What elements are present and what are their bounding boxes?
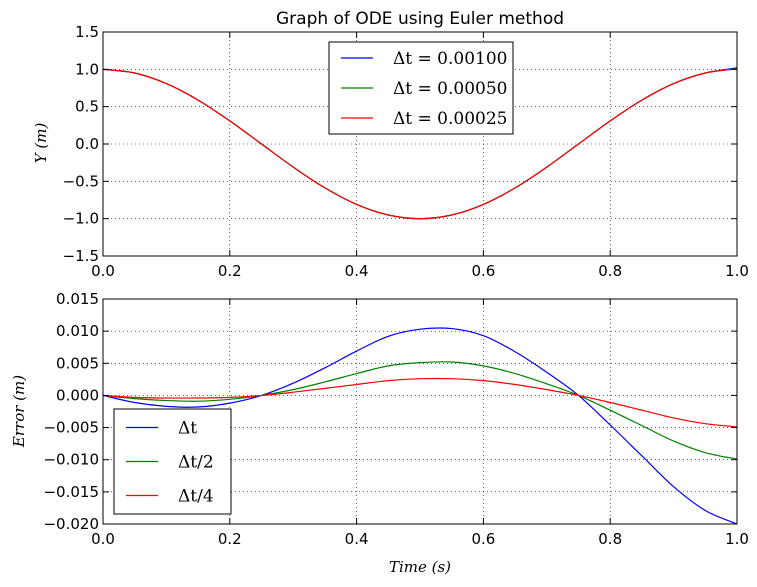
y-tick-label: −0.010 bbox=[43, 451, 99, 469]
x-tick-label: 0.2 bbox=[218, 262, 242, 280]
x-tick-label: 1.0 bbox=[725, 530, 749, 548]
y-tick-label: −0.5 bbox=[63, 172, 99, 190]
x-axis-label-bottom: Time (s) bbox=[389, 558, 451, 576]
ticks-top: 0.0 0.2 0.4 0.6 0.8 1.0 −1.5 −1.0 −0.5 0.0 0.5 1.0 1… bbox=[63, 23, 749, 280]
legend-label: Δt/2 bbox=[178, 453, 214, 473]
plot-frame-bottom bbox=[102, 298, 738, 525]
y-tick-label: 0.5 bbox=[75, 98, 99, 116]
series-line-3 bbox=[102, 377, 738, 428]
y-axis-label-top: Y (m) bbox=[32, 123, 50, 164]
legend-label: Δt/4 bbox=[178, 487, 214, 507]
legend-top: Δt = 0.00100 Δt = 0.00050 Δt = 0.00025 bbox=[328, 41, 514, 135]
y-tick-label: −1.5 bbox=[63, 247, 99, 265]
series-line-2 bbox=[102, 361, 738, 460]
x-tick-label: 0.2 bbox=[218, 530, 242, 548]
chart-title: Graph of ODE using Euler method bbox=[276, 9, 564, 29]
legend-label: Δt bbox=[178, 419, 197, 439]
y-axis-label-bottom: Error (m) bbox=[10, 375, 28, 448]
y-tick-label: −1.0 bbox=[63, 210, 99, 228]
legend-bottom: Δt Δt/2 Δt/4 bbox=[113, 408, 232, 515]
legend-label: Δt = 0.00050 bbox=[393, 79, 507, 99]
x-tick-label: 0.4 bbox=[345, 262, 369, 280]
y-tick-label: 0.015 bbox=[56, 290, 99, 308]
y-tick-label: −0.020 bbox=[43, 515, 99, 533]
series-line-1 bbox=[102, 327, 738, 525]
y-tick-label: −0.015 bbox=[43, 483, 99, 501]
y-tick-label: 0.0 bbox=[75, 135, 99, 153]
x-tick-label: 0.8 bbox=[598, 262, 622, 280]
legend-label: Δt = 0.00100 bbox=[393, 49, 507, 69]
x-tick-label: 0.8 bbox=[598, 530, 622, 548]
x-tick-label: 0.6 bbox=[471, 262, 495, 280]
x-tick-label: 0.0 bbox=[91, 262, 115, 280]
y-tick-label: 1.0 bbox=[75, 60, 99, 78]
y-tick-label: −0.005 bbox=[43, 419, 99, 437]
series-lines-bottom bbox=[102, 327, 738, 525]
x-tick-label: 0.0 bbox=[91, 530, 115, 548]
x-tick-label: 1.0 bbox=[725, 262, 749, 280]
series-lines-top bbox=[102, 67, 738, 220]
y-tick-label: 1.5 bbox=[75, 23, 99, 41]
legend-label: Δt = 0.00025 bbox=[393, 109, 507, 129]
top-subplot: Graph of ODE using Euler method Y (m) 0.… bbox=[32, 9, 749, 280]
y-tick-label: 0.010 bbox=[56, 322, 99, 340]
x-tick-label: 0.6 bbox=[471, 530, 495, 548]
y-tick-label: 0.005 bbox=[56, 354, 99, 372]
series-line-3 bbox=[102, 68, 738, 220]
y-tick-label: 0.000 bbox=[56, 386, 99, 404]
x-tick-label: 0.4 bbox=[345, 530, 369, 548]
bottom-subplot: Error (m) Time (s) 0.0 0.2 0.4 0.6 0.8 1.0 −0.… bbox=[10, 290, 749, 576]
ticks-bottom: 0.0 0.2 0.4 0.6 0.8 1.0 −0.020 −0.015 −0.010 −0.0… bbox=[43, 290, 748, 548]
